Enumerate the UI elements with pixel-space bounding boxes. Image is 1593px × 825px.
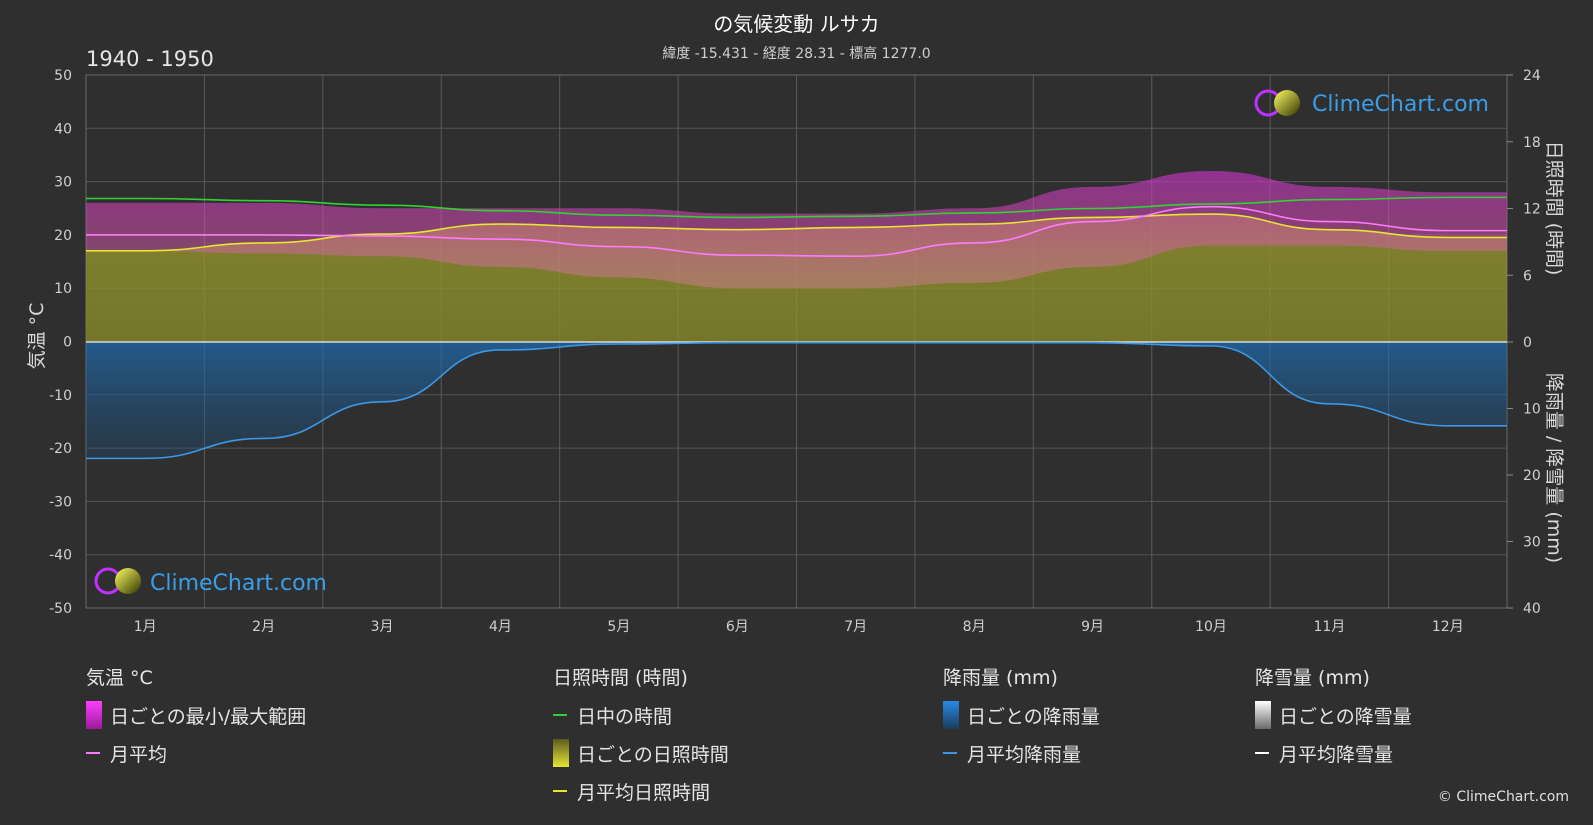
legend-snow-mean-label: 月平均降雪量 xyxy=(1279,743,1394,766)
month-label: 8月 xyxy=(963,619,986,635)
month-label: 9月 xyxy=(1081,619,1104,635)
rain-area xyxy=(86,342,1507,459)
right-sun-tick-label: 12 xyxy=(1523,202,1541,218)
legend-rain-daily: 日ごとの降雨量 xyxy=(943,701,1100,729)
month-label: 6月 xyxy=(726,619,749,635)
legend-sun-title: 日照時間 (時間) xyxy=(553,667,688,689)
month-label: 7月 xyxy=(844,619,867,635)
watermark-text-bottom: ClimeChart.com xyxy=(150,571,327,596)
left-tick-label: 50 xyxy=(54,68,72,84)
legend-rain-mean: 月平均降雨量 xyxy=(943,739,1100,767)
areas xyxy=(86,170,1507,459)
rain-swatch xyxy=(943,701,959,729)
month-label: 1月 xyxy=(134,619,157,635)
legend-sunshine: 日照時間 (時間) 日中の時間 日ごとの日照時間 月平均日照時間 xyxy=(553,663,729,815)
right-precip-tick-label: 10 xyxy=(1523,402,1541,418)
right-precip-tick-label: 40 xyxy=(1523,601,1541,617)
legend-sunshine-mean-label: 月平均日照時間 xyxy=(577,781,711,804)
month-label: 5月 xyxy=(607,619,630,635)
right-axis-sunshine-label: 日照時間 (時間) xyxy=(1543,141,1565,276)
right-axis-precip-label: 降雨量 / 降雪量 (mm) xyxy=(1543,373,1565,563)
legend-rain-daily-label: 日ごとの降雨量 xyxy=(967,705,1100,728)
left-tick-label: 20 xyxy=(54,228,72,244)
temp-range-swatch xyxy=(86,701,102,729)
right-sun-tick-label: 24 xyxy=(1523,68,1541,84)
legend-rain-title: 降雨量 (mm) xyxy=(943,667,1058,689)
left-tick-label: 30 xyxy=(54,175,72,191)
legend-temp-mean: 月平均 xyxy=(86,739,306,767)
right-sun-tick-label: 6 xyxy=(1523,268,1532,284)
sunshine-mean-line xyxy=(86,213,1507,252)
left-tick-label: 40 xyxy=(54,121,72,137)
legend-temperature: 気温 °C 日ごとの最小/最大範囲 月平均 xyxy=(86,663,306,777)
legend-snow-title: 降雪量 (mm) xyxy=(1255,667,1370,689)
month-label: 2月 xyxy=(252,619,275,635)
left-tick-label: 0 xyxy=(63,335,72,351)
month-label: 3月 xyxy=(371,619,394,635)
right-precip-tick-label: 30 xyxy=(1523,535,1541,551)
copyright: © ClimeChart.com xyxy=(1437,789,1569,805)
month-label: 10月 xyxy=(1195,619,1227,635)
watermark-top: ClimeChart.com xyxy=(1254,89,1489,117)
legend-temp-title: 気温 °C xyxy=(86,667,153,689)
left-tick-label: 10 xyxy=(54,281,72,297)
daylight-swatch xyxy=(553,714,567,716)
chart-title: の気候変動 ルサカ xyxy=(713,12,880,36)
month-label: 12月 xyxy=(1432,619,1464,635)
left-tick-label: -30 xyxy=(49,494,72,510)
legend-rain: 降雨量 (mm) 日ごとの降雨量 月平均降雨量 xyxy=(943,663,1100,777)
climate-chart: 50 40 30 20 10 0 -10 -20 -30 -40 -50 24 18 12 6 0 10 20 30… xyxy=(26,68,1565,635)
legend-snow-daily: 日ごとの降雪量 xyxy=(1255,701,1412,729)
month-label: 4月 xyxy=(489,619,512,635)
axis-text: 50 40 30 20 10 0 -10 -20 -30 -40 -50 24 18 12 6 0 10 20 30… xyxy=(49,68,1541,635)
watermark-bottom: ClimeChart.com xyxy=(94,567,327,596)
rain-mean-line xyxy=(86,341,1507,460)
left-tick-label: -10 xyxy=(49,388,72,404)
left-tick-label: -20 xyxy=(49,441,72,457)
temp-mean-swatch xyxy=(86,752,100,754)
legend-daylight-label: 日中の時間 xyxy=(577,705,673,728)
left-axis-label: 気温 °C xyxy=(26,303,48,370)
legend-temp-range-label: 日ごとの最小/最大範囲 xyxy=(110,705,307,728)
legend-rain-mean-label: 月平均降雨量 xyxy=(967,743,1082,766)
daylight-line xyxy=(85,196,1507,219)
legend-daylight: 日中の時間 xyxy=(553,701,729,729)
chart-subtitle: 緯度 -15.431 - 経度 28.31 - 標高 1277.0 xyxy=(662,46,931,62)
legend-snow: 降雪量 (mm) 日ごとの降雪量 月平均降雪量 xyxy=(1255,663,1412,777)
right-precip-tick-label: 20 xyxy=(1523,468,1541,484)
legend-sunshine-label: 日ごとの日照時間 xyxy=(577,743,729,766)
sunshine-mean-swatch xyxy=(553,790,567,792)
legend-temp-mean-label: 月平均 xyxy=(110,743,168,766)
snow-mean-swatch xyxy=(1255,752,1269,754)
legend-sunshine-mean: 月平均日照時間 xyxy=(553,777,729,805)
right-sun-tick-label: 0 xyxy=(1523,335,1532,351)
lines xyxy=(85,196,1507,460)
temp-mean-line xyxy=(86,205,1507,258)
period-label: 1940 - 1950 xyxy=(86,47,214,71)
legend-sunshine-daily: 日ごとの日照時間 xyxy=(553,739,729,767)
temp-range-band xyxy=(86,170,1507,289)
sunshine-swatch xyxy=(553,739,569,767)
watermark-text-top: ClimeChart.com xyxy=(1312,92,1489,117)
right-sun-tick-label: 18 xyxy=(1523,135,1541,151)
left-tick-label: -50 xyxy=(49,601,72,617)
month-label: 11月 xyxy=(1313,619,1345,635)
legend-snow-mean: 月平均降雪量 xyxy=(1255,739,1412,767)
legend-temp-range: 日ごとの最小/最大範囲 xyxy=(86,701,306,729)
legend-snow-daily-label: 日ごとの降雪量 xyxy=(1279,705,1412,728)
left-tick-label: -40 xyxy=(49,548,72,564)
rain-mean-swatch xyxy=(943,752,957,754)
snow-swatch xyxy=(1255,701,1271,729)
